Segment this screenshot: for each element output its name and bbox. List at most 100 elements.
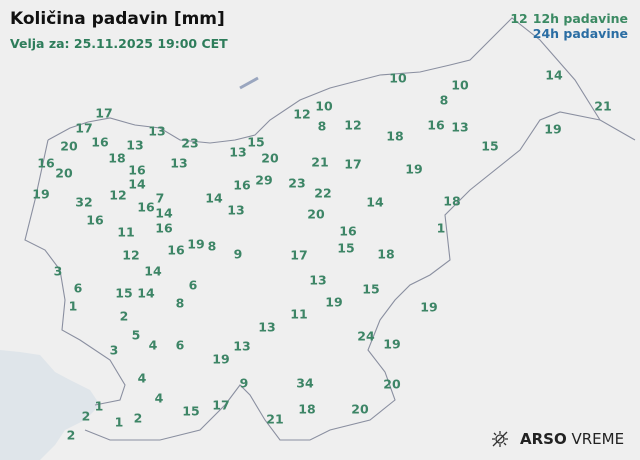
station-value: 19: [32, 186, 50, 202]
station-value: 14: [137, 285, 155, 301]
station-value: 16: [86, 212, 104, 228]
station-value: 4: [154, 390, 164, 406]
station-value: 8: [207, 238, 217, 254]
station-value: 14: [545, 67, 563, 83]
station-value: 11: [290, 306, 308, 322]
station-value: 16: [155, 220, 173, 236]
station-value: 10: [389, 70, 407, 86]
sea: [0, 350, 100, 460]
station-value: 16: [427, 117, 445, 133]
station-value: 16: [339, 223, 357, 239]
station-value: 14: [366, 194, 384, 210]
station-value: 14: [205, 190, 223, 206]
station-value: 20: [307, 206, 325, 222]
station-value: 2: [133, 410, 143, 426]
station-value: 17: [344, 156, 362, 172]
station-value: 3: [53, 263, 63, 279]
station-value: 1: [68, 298, 78, 314]
station-value: 15: [362, 281, 380, 297]
station-value: 13: [126, 137, 144, 153]
station-value: 10: [315, 98, 333, 114]
station-value: 7: [155, 190, 165, 206]
station-value: 1: [94, 398, 104, 414]
station-value: 11: [117, 224, 135, 240]
station-value: 19: [383, 336, 401, 352]
station-value: 14: [155, 205, 173, 221]
legend-12h: 12 12h padavine: [510, 11, 628, 26]
station-value: 18: [377, 246, 395, 262]
station-value: 18: [386, 128, 404, 144]
station-value: 21: [594, 98, 612, 114]
station-value: 16: [37, 155, 55, 171]
station-value: 19: [420, 299, 438, 315]
legend-12h-label: 12h padavine: [532, 11, 628, 26]
station-value: 12: [122, 247, 140, 263]
station-value: 18: [108, 150, 126, 166]
station-value: 23: [288, 175, 306, 191]
station-value: 2: [66, 427, 76, 443]
station-value: 34: [296, 375, 314, 391]
station-value: 19: [212, 351, 230, 367]
logo-bold: ARSO: [520, 430, 567, 448]
station-value: 9: [239, 375, 249, 391]
station-value: 13: [227, 202, 245, 218]
station-value: 19: [187, 236, 205, 252]
station-value: 15: [182, 403, 200, 419]
station-value: 17: [95, 105, 113, 121]
station-value: 17: [290, 247, 308, 263]
station-value: 16: [167, 242, 185, 258]
station-value: 19: [325, 294, 343, 310]
station-value: 13: [148, 123, 166, 139]
station-value: 16: [137, 199, 155, 215]
station-value: 19: [544, 121, 562, 137]
station-value: 6: [73, 280, 83, 296]
station-value: 20: [60, 138, 78, 154]
station-value: 12: [109, 187, 127, 203]
station-value: 10: [451, 77, 469, 93]
slovenia-border: [24, 17, 636, 441]
station-value: 17: [75, 120, 93, 136]
station-value: 2: [119, 308, 129, 324]
station-value: 18: [298, 401, 316, 417]
station-value: 8: [175, 295, 185, 311]
station-value: 20: [261, 150, 279, 166]
arso-logo[interactable]: ARSO VREME: [490, 430, 624, 448]
station-value: 19: [405, 161, 423, 177]
valid-time: Velja za: 25.11.2025 19:00 CET: [10, 36, 228, 51]
station-value: 15: [337, 240, 355, 256]
station-value: 1: [436, 220, 446, 236]
station-value: 16: [233, 177, 251, 193]
station-value: 6: [188, 277, 198, 293]
station-value: 15: [247, 134, 265, 150]
station-value: 14: [128, 176, 146, 192]
station-value: 23: [181, 135, 199, 151]
station-value: 9: [233, 246, 243, 262]
station-value: 12: [293, 106, 311, 122]
station-value: 13: [233, 338, 251, 354]
legend-24h: 24h padavine: [532, 26, 628, 41]
station-value: 29: [255, 172, 273, 188]
station-value: 16: [91, 134, 109, 150]
station-value: 14: [144, 263, 162, 279]
station-value: 13: [170, 155, 188, 171]
station-value: 8: [317, 118, 327, 134]
station-value: 20: [351, 401, 369, 417]
station-value: 21: [266, 411, 284, 427]
station-value: 13: [229, 144, 247, 160]
station-value: 15: [115, 285, 133, 301]
lake: [239, 76, 259, 90]
station-value: 16: [128, 162, 146, 178]
station-value: 24: [357, 328, 375, 344]
station-value: 3: [109, 342, 119, 358]
station-value: 13: [309, 272, 327, 288]
station-value: 6: [175, 337, 185, 353]
station-value: 15: [481, 138, 499, 154]
sun-cloud-icon: [492, 431, 508, 447]
station-value: 5: [131, 327, 141, 343]
station-value: 4: [137, 370, 147, 386]
map-title: Količina padavin [mm]: [10, 9, 225, 29]
station-value: 21: [311, 154, 329, 170]
station-value: 13: [451, 119, 469, 135]
station-value: 13: [258, 319, 276, 335]
